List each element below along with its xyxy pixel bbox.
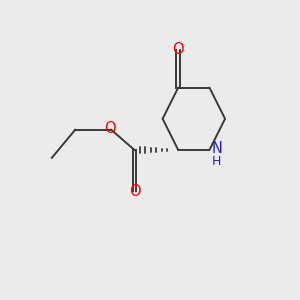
Text: N: N bbox=[212, 141, 223, 156]
Text: O: O bbox=[129, 184, 140, 199]
Text: O: O bbox=[172, 42, 184, 57]
Text: O: O bbox=[104, 121, 116, 136]
Text: H: H bbox=[212, 155, 221, 168]
